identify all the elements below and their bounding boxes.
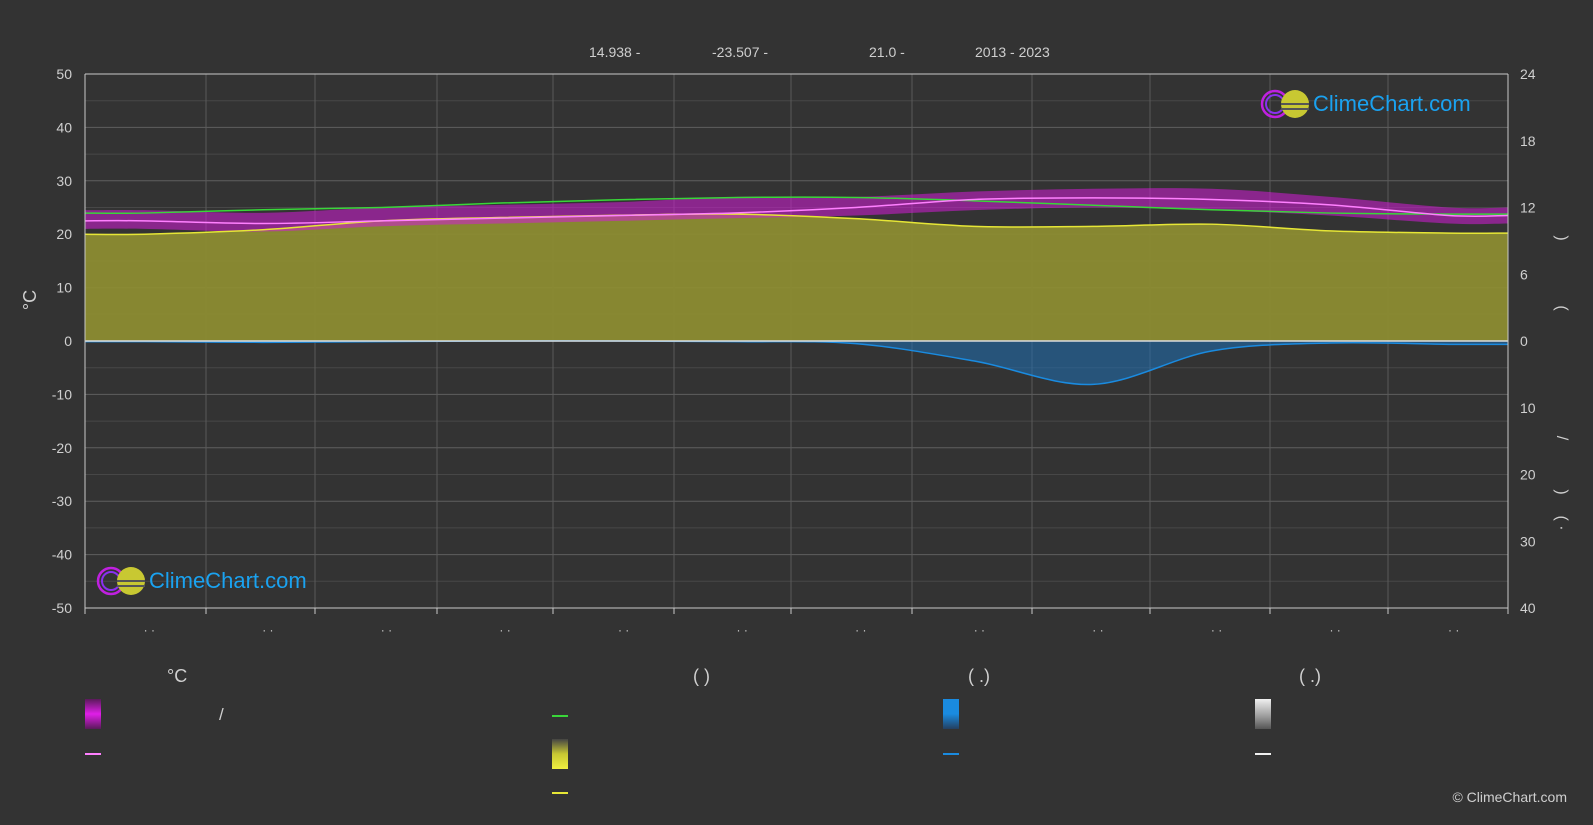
- brand-logo-bottom[interactable]: ClimeChart.com: [96, 565, 307, 597]
- month-label: · ·: [262, 623, 273, 637]
- legend-temperature-heading: °C: [167, 666, 188, 686]
- chart-areas: [85, 188, 1508, 385]
- month-label: · ·: [144, 623, 155, 637]
- right-axis-title-part: (: [1553, 305, 1570, 311]
- legend-temp-range-separator: /: [219, 705, 224, 724]
- legend-snow-mean-swatch: [1255, 753, 1271, 755]
- brand-name: ClimeChart.com: [1313, 91, 1471, 116]
- left-tick-label: 20: [56, 226, 72, 242]
- legend-sunshine-mean-swatch: [552, 792, 568, 794]
- chart-tick-labels: 50 40 30 20 10 0 -10 -20 -30 -40 -50 °C 24 18 12 6 0 10 20…: [20, 66, 1570, 637]
- legend-rain-swatch: [943, 699, 959, 729]
- month-label: · ·: [1211, 623, 1222, 637]
- daylight-line: [84, 196, 1509, 216]
- left-tick-label: 40: [56, 119, 72, 135]
- legend-daylight-swatch: [552, 715, 568, 717]
- temperature-mean-line: [84, 197, 1509, 225]
- chart-axes: [84, 73, 1509, 614]
- legend-temp-range-swatch: [85, 699, 101, 729]
- left-tick-label: -10: [52, 386, 72, 402]
- left-tick-label: -30: [52, 493, 72, 509]
- precipitation-area: [85, 340, 1508, 385]
- climechart-logo-icon: [96, 566, 145, 596]
- month-label: · ·: [855, 623, 866, 637]
- right-top-tick-label: 6: [1520, 266, 1528, 282]
- sunshine-area: [85, 214, 1508, 341]
- legend-sun-heading: ( ): [693, 666, 710, 686]
- longitude-label: -23.507 -: [712, 44, 769, 60]
- month-label: · ·: [618, 623, 629, 637]
- legend-rain-mean-swatch: [943, 753, 959, 755]
- legend-snow-heading: ( .): [1299, 666, 1321, 686]
- left-tick-label: 50: [56, 66, 72, 82]
- month-label: · ·: [499, 623, 510, 637]
- precipitation-line: [84, 340, 1509, 386]
- legend-temp-mean-swatch: [85, 753, 101, 755]
- copyright: © ClimeChart.com: [1452, 789, 1567, 805]
- left-tick-label: 30: [56, 173, 72, 189]
- right-bottom-tick-label: 30: [1520, 533, 1536, 549]
- month-label: · ·: [381, 623, 392, 637]
- sunshine-line: [84, 213, 1509, 236]
- right-bottom-tick-label: 40: [1520, 600, 1536, 616]
- right-axis-title-part: /: [1553, 436, 1570, 441]
- left-tick-label: 10: [56, 280, 72, 296]
- month-label: · ·: [1448, 623, 1459, 637]
- left-tick-label: 0: [64, 333, 72, 349]
- month-label: · ·: [1092, 623, 1103, 637]
- right-bottom-tick-label: 20: [1520, 467, 1536, 483]
- chart-lines: [84, 196, 1509, 386]
- right-axis-title-part: ( ·: [1553, 515, 1570, 530]
- right-axis-title-part: ): [1553, 235, 1570, 240]
- left-tick-label: -40: [52, 547, 72, 563]
- legend-sunshine-swatch: [552, 739, 568, 769]
- left-axis-title: °C: [20, 290, 40, 310]
- brand-logo-top[interactable]: ClimeChart.com: [1260, 88, 1471, 120]
- month-label: · ·: [737, 623, 748, 637]
- climechart-logo-icon: [1260, 89, 1309, 119]
- elevation-label: 21.0 -: [869, 44, 905, 60]
- latitude-label: 14.938 -: [589, 44, 641, 60]
- right-axis-title-part: ): [1553, 489, 1570, 494]
- right-bottom-tick-label: 10: [1520, 400, 1536, 416]
- right-bottom-tick-label: 0: [1520, 333, 1528, 349]
- left-tick-label: -50: [52, 600, 72, 616]
- legend-rain-heading: ( .): [968, 666, 990, 686]
- right-top-tick-label: 18: [1520, 133, 1536, 149]
- right-top-tick-label: 24: [1520, 66, 1536, 82]
- years-label: 2013 - 2023: [975, 44, 1050, 60]
- month-label: · ·: [974, 623, 985, 637]
- left-tick-label: -20: [52, 440, 72, 456]
- month-label: · ·: [1329, 623, 1340, 637]
- brand-name: ClimeChart.com: [149, 568, 307, 593]
- right-top-tick-label: 12: [1520, 200, 1536, 216]
- legend-snow-swatch: [1255, 699, 1271, 729]
